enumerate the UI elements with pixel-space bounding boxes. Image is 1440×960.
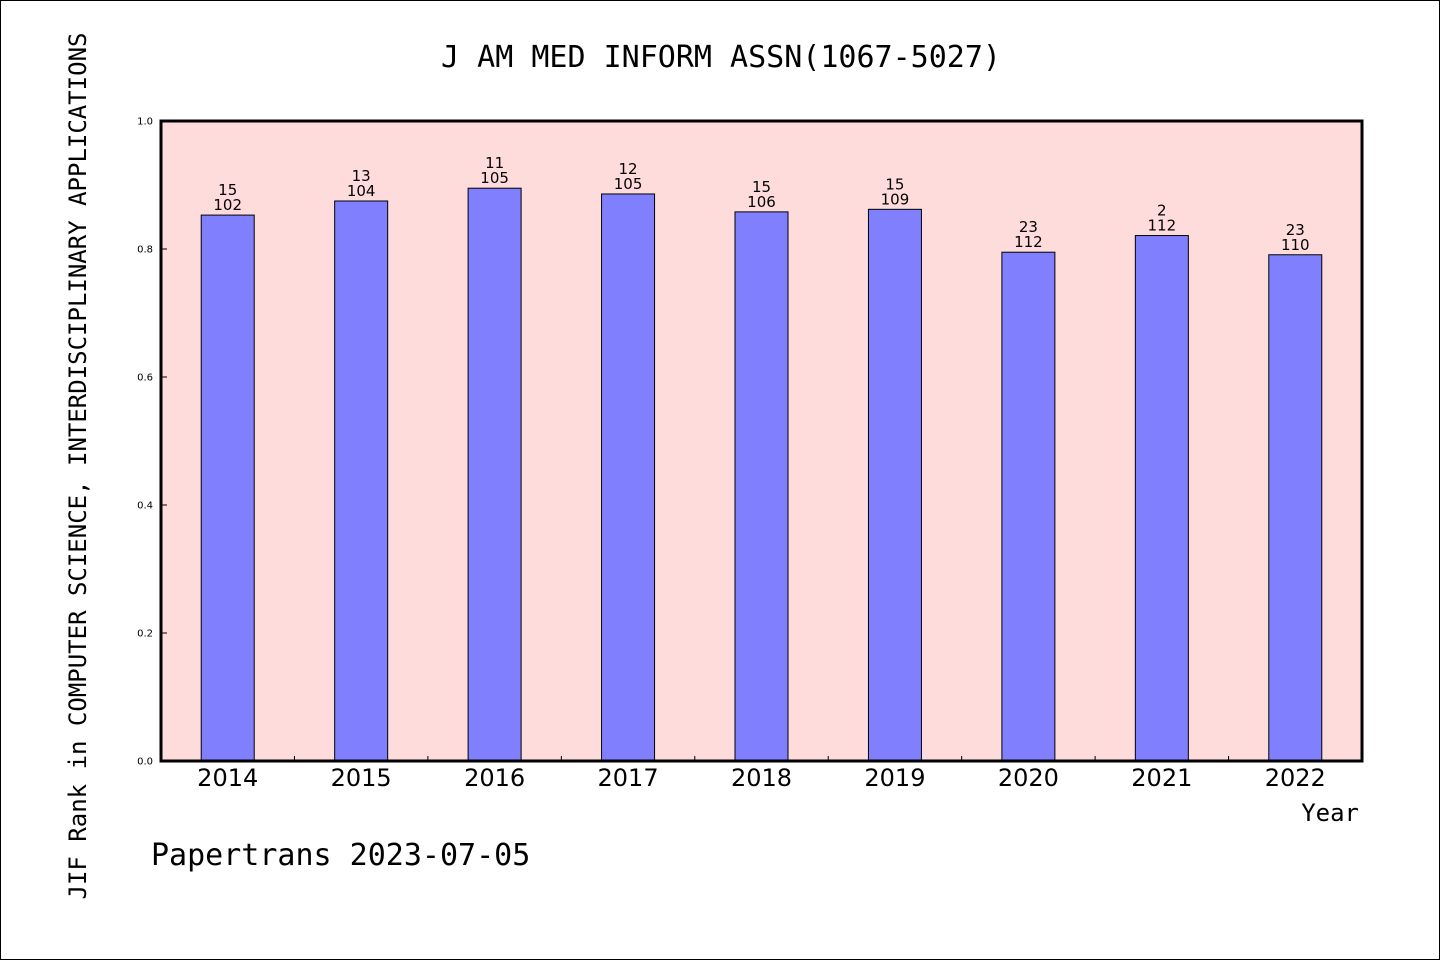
x-tick-label-2015: 2015 [331, 764, 392, 792]
bar-rank-label-2022: 23 [1286, 221, 1305, 239]
bar-rank-label-2020: 23 [1019, 218, 1038, 236]
x-tick-label-2022: 2022 [1265, 764, 1326, 792]
y-tick-label-0.8: 0.8 [137, 245, 153, 256]
y-tick-label-0.4: 0.4 [137, 501, 153, 512]
x-axis: 2014 2015 2016 2017 2018 2019 2020 2021 2022 [197, 756, 1326, 792]
x-tick-label-2016: 2016 [464, 764, 525, 792]
x-tick-label-2014: 2014 [197, 764, 258, 792]
bar-2015 [334, 200, 389, 762]
x-tick-label-2017: 2017 [598, 764, 659, 792]
y-axis-label: JIF Rank in COMPUTER SCIENCE, INTERDISCI… [64, 33, 92, 900]
bars-group [200, 187, 1323, 762]
chart-title: J AM MED INFORM ASSN(1067-5027) [441, 40, 1001, 75]
footer-text: Papertrans 2023-07-05 [151, 838, 530, 873]
bar-rank-label-2017: 12 [619, 160, 638, 178]
x-tick-label-2019: 2019 [864, 764, 925, 792]
y-tick-label-0.2: 0.2 [137, 629, 153, 640]
bar-rank-label-2015: 13 [352, 167, 371, 185]
bar-total-label-2014: 102 [213, 196, 242, 214]
bar-2019 [867, 208, 922, 762]
bar-rank-label-2018: 15 [752, 178, 771, 196]
bar-total-label-2019: 109 [881, 190, 910, 208]
x-tick-label-2020: 2020 [998, 764, 1059, 792]
y-axis: 0.0 0.2 0.4 0.6 0.8 1.0 [137, 117, 167, 768]
x-tick-label-2021: 2021 [1131, 764, 1192, 792]
bar-2022 [1268, 254, 1323, 762]
bar-total-label-2017: 105 [614, 175, 643, 193]
bar-2014 [200, 214, 255, 762]
bar-2020 [1001, 251, 1056, 762]
bar-rank-label-2016: 11 [485, 154, 504, 172]
bar-rank-label-2019: 15 [885, 175, 904, 193]
bar-total-label-2020: 112 [1014, 233, 1043, 251]
bar-total-label-2016: 105 [480, 169, 509, 187]
bar-rank-label-2021: 2 [1157, 202, 1167, 220]
bar-rank-label-2014: 15 [218, 181, 237, 199]
bar-total-label-2018: 106 [747, 193, 776, 211]
bar-total-label-2015: 104 [347, 182, 376, 200]
x-tick-label-2018: 2018 [731, 764, 792, 792]
bar-2018 [734, 211, 789, 762]
plot-frame [159, 119, 1364, 763]
bar-2017 [601, 193, 656, 762]
bar-2016 [467, 187, 522, 762]
bar-total-label-2022: 110 [1281, 236, 1310, 254]
bar-total-label-2021: 112 [1148, 217, 1177, 235]
y-tick-label-1.0: 1.0 [137, 117, 153, 128]
x-axis-label: Year [1301, 799, 1359, 827]
bar-2021 [1134, 235, 1189, 762]
y-tick-label-0.6: 0.6 [137, 373, 153, 384]
y-tick-label-0.0: 0.0 [137, 757, 153, 768]
